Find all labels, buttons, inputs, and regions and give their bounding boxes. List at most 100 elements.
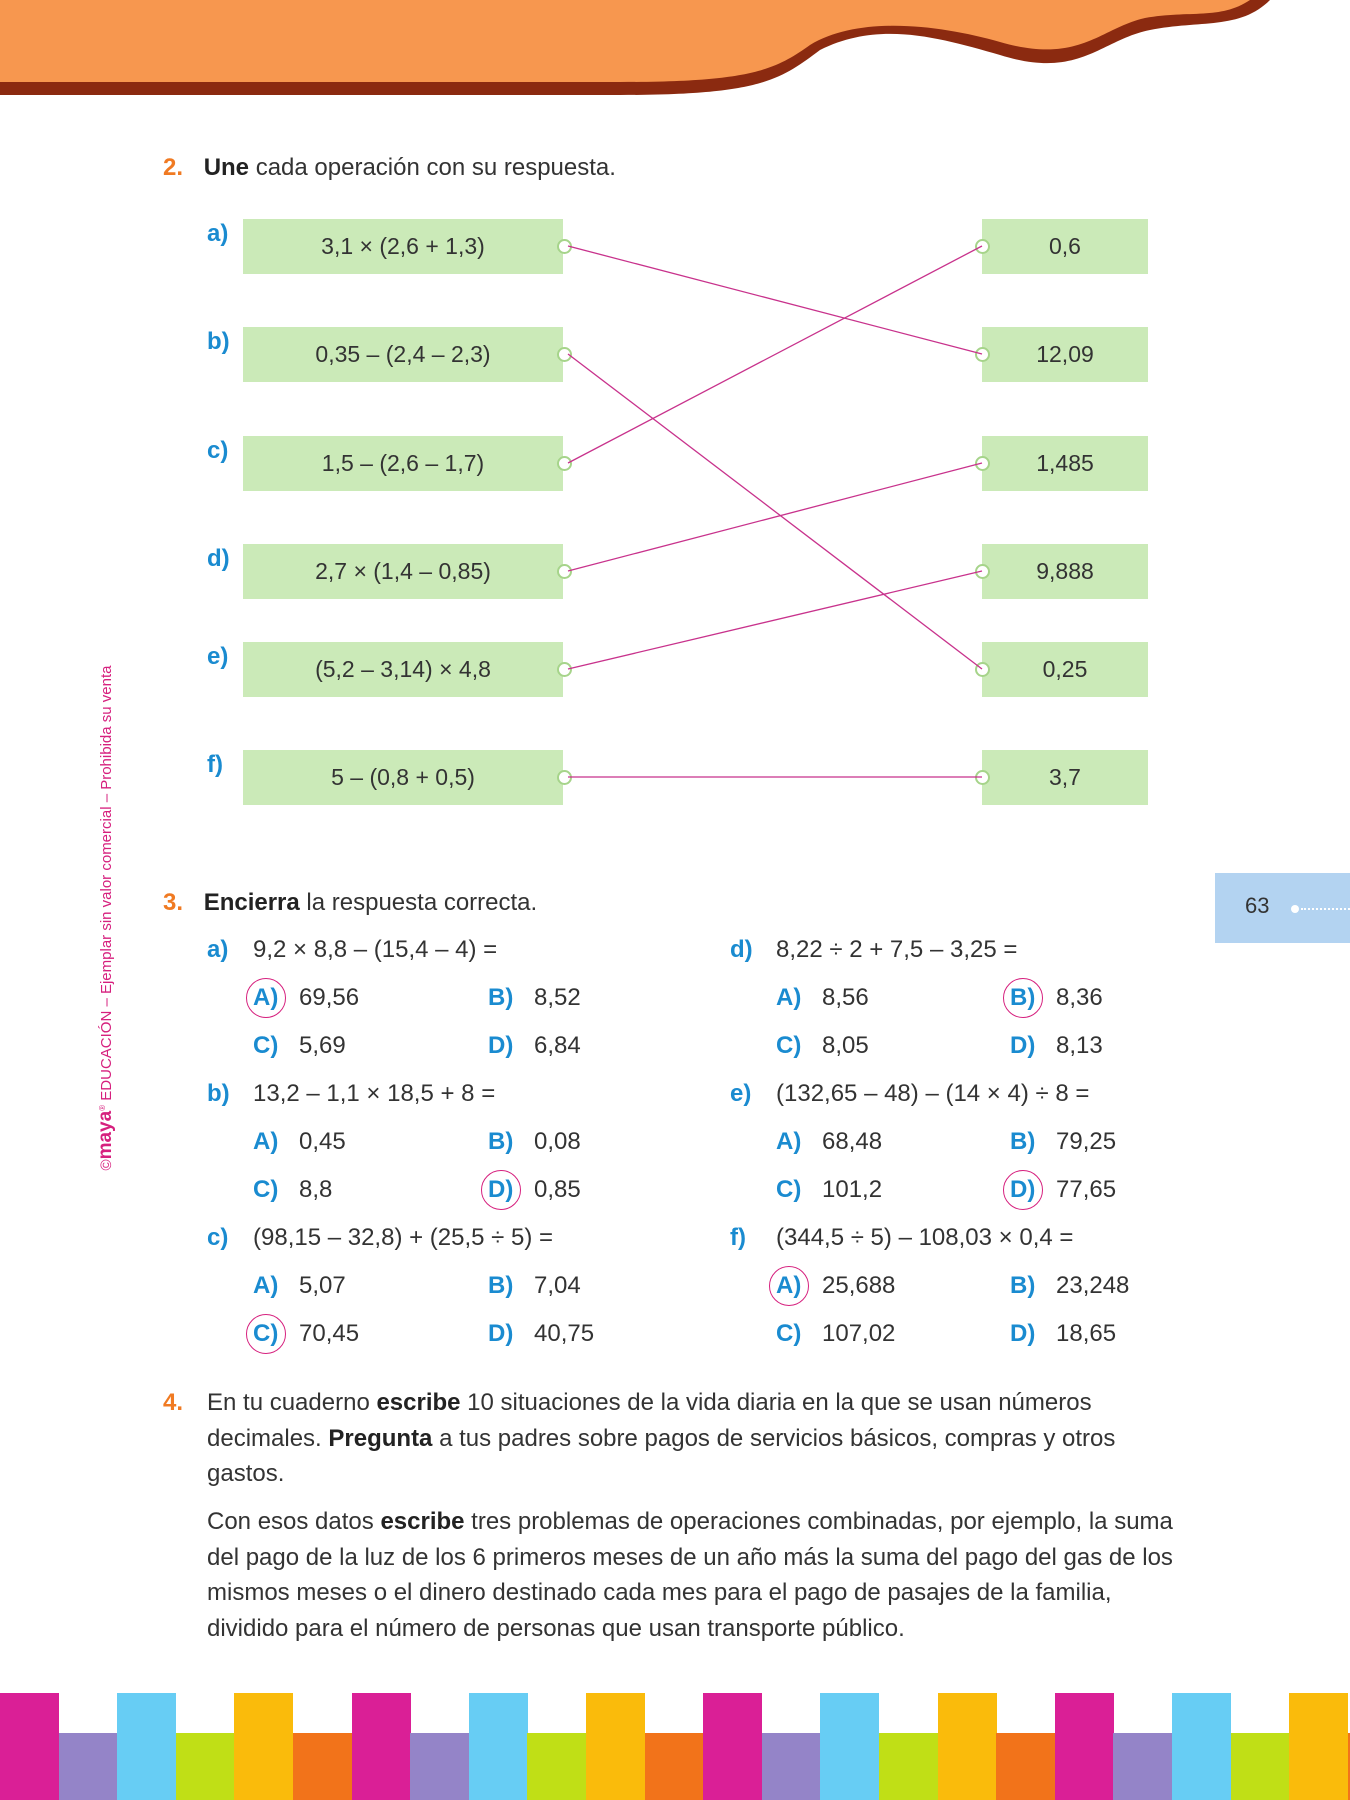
option-letter: B): [488, 1128, 534, 1156]
right-connector[interactable]: [975, 564, 990, 579]
answer-option[interactable]: A) 68,48: [776, 1128, 882, 1156]
emphasis-verb: escribe: [380, 1508, 465, 1535]
answer-option[interactable]: C) 70,45: [246, 1314, 359, 1354]
option-letter: D): [488, 1032, 534, 1060]
operation-box: 5 – (0,8 + 0,5): [243, 750, 563, 805]
option-letter: A): [769, 1266, 822, 1306]
option-value: 8,05: [822, 1032, 869, 1059]
left-connector[interactable]: [557, 239, 572, 254]
option-value: 68,48: [822, 1128, 883, 1155]
q2-number: 2.: [163, 154, 184, 181]
question-expression: 13,2 – 1,1 × 18,5 + 8 =: [253, 1080, 496, 1107]
q3-verb: Encierra: [203, 889, 300, 916]
option-letter-text: B): [488, 1272, 514, 1299]
item-letter: e): [207, 643, 229, 670]
answer-option[interactable]: D) 0,85: [481, 1170, 581, 1210]
option-letter-text: C): [776, 1176, 802, 1203]
answer-circle-mark: [481, 1170, 521, 1210]
answer-option[interactable]: A) 0,45: [253, 1128, 346, 1156]
option-value: 25,688: [822, 1272, 896, 1299]
answer-box: 0,25: [982, 642, 1148, 697]
stripe: [351, 1693, 411, 1800]
question-letter: b): [207, 1080, 230, 1107]
maya-logo: maya: [95, 1110, 116, 1160]
option-letter: D): [1010, 1320, 1056, 1348]
right-connector[interactable]: [975, 662, 990, 677]
page-number: 63: [1245, 893, 1270, 918]
stripe: [175, 1733, 235, 1800]
stripe: [1230, 1733, 1290, 1800]
question-letter: e): [730, 1080, 752, 1107]
option-value: 101,2: [822, 1176, 883, 1203]
option-letter-text: B): [488, 984, 514, 1011]
left-connector[interactable]: [557, 662, 572, 677]
option-letter-text: C): [776, 1320, 802, 1347]
option-letter: C): [776, 1032, 822, 1060]
option-letter-text: A): [253, 1128, 279, 1155]
left-connector[interactable]: [557, 564, 572, 579]
match-line: [567, 245, 983, 464]
option-value: 5,07: [299, 1272, 346, 1299]
right-connector[interactable]: [975, 239, 990, 254]
answer-option[interactable]: B) 79,25: [1010, 1128, 1116, 1156]
answer-option[interactable]: B) 8,52: [488, 984, 581, 1012]
option-letter: A): [246, 978, 299, 1018]
answer-option[interactable]: D) 77,65: [1003, 1170, 1116, 1210]
question-letter: c): [207, 1224, 229, 1251]
option-value: 0,08: [534, 1128, 581, 1155]
answer-option[interactable]: C) 8,8: [253, 1176, 332, 1204]
option-value: 69,56: [299, 984, 360, 1011]
option-letter-text: B): [1010, 1128, 1036, 1155]
option-value: 0,85: [534, 1176, 581, 1203]
answer-option[interactable]: C) 8,05: [776, 1032, 869, 1060]
stripe: [937, 1693, 997, 1800]
stripe: [234, 1693, 294, 1800]
option-value: 0,45: [299, 1128, 346, 1155]
q4-number: 4.: [163, 1389, 184, 1416]
left-connector[interactable]: [557, 456, 572, 471]
stripe: [410, 1733, 470, 1800]
answer-option[interactable]: D) 18,65: [1010, 1320, 1116, 1348]
answer-option[interactable]: C) 101,2: [776, 1176, 882, 1204]
option-value: 7,04: [534, 1272, 581, 1299]
match-line: [567, 245, 983, 355]
answer-option[interactable]: B) 0,08: [488, 1128, 581, 1156]
watermark-text: EDUCACIÓN – Ejemplar sin valor comercial…: [98, 665, 115, 1101]
q4-paragraph-2: Con esos datos escribe tres problemas de…: [207, 1504, 1197, 1646]
option-letter: D): [1003, 1170, 1056, 1210]
operation-box: (5,2 – 3,14) × 4,8: [243, 642, 563, 697]
right-connector[interactable]: [975, 770, 990, 785]
answer-option[interactable]: C) 5,69: [253, 1032, 346, 1060]
answer-option[interactable]: C) 107,02: [776, 1320, 895, 1348]
q2-instruction: cada operación con su respuesta.: [249, 154, 616, 181]
q3-number: 3.: [163, 889, 184, 916]
stripe: [761, 1733, 821, 1800]
answer-option[interactable]: B) 23,248: [1010, 1272, 1129, 1300]
right-connector[interactable]: [975, 347, 990, 362]
option-value: 8,8: [299, 1176, 333, 1203]
answer-option[interactable]: A) 5,07: [253, 1272, 346, 1300]
stripe: [1172, 1693, 1232, 1800]
paragraph-text: Con esos datos: [207, 1508, 381, 1535]
question-letter: a): [207, 936, 229, 963]
question-expression: (132,65 – 48) – (14 × 4) ÷ 8 =: [776, 1080, 1090, 1107]
answer-option[interactable]: D) 8,13: [1010, 1032, 1103, 1060]
option-value: 8,56: [822, 984, 869, 1011]
page-number-tab: 63: [1215, 873, 1350, 943]
paragraph-text: En tu cuaderno: [207, 1389, 377, 1416]
answer-option[interactable]: A) 25,688: [769, 1266, 896, 1306]
answer-option[interactable]: A) 8,56: [776, 984, 869, 1012]
answer-option[interactable]: A) 69,56: [246, 978, 360, 1018]
answer-option[interactable]: D) 6,84: [488, 1032, 581, 1060]
option-letter-text: A): [776, 984, 802, 1011]
right-connector[interactable]: [975, 456, 990, 471]
option-letter: B): [1003, 978, 1056, 1018]
left-connector[interactable]: [557, 347, 572, 362]
option-value: 79,25: [1056, 1128, 1117, 1155]
answer-option[interactable]: D) 40,75: [488, 1320, 594, 1348]
answer-option[interactable]: B) 8,36: [1003, 978, 1103, 1018]
answer-option[interactable]: B) 7,04: [488, 1272, 581, 1300]
emphasis-verb: escribe: [376, 1389, 461, 1416]
answer-circle-mark: [246, 978, 286, 1018]
left-connector[interactable]: [557, 770, 572, 785]
